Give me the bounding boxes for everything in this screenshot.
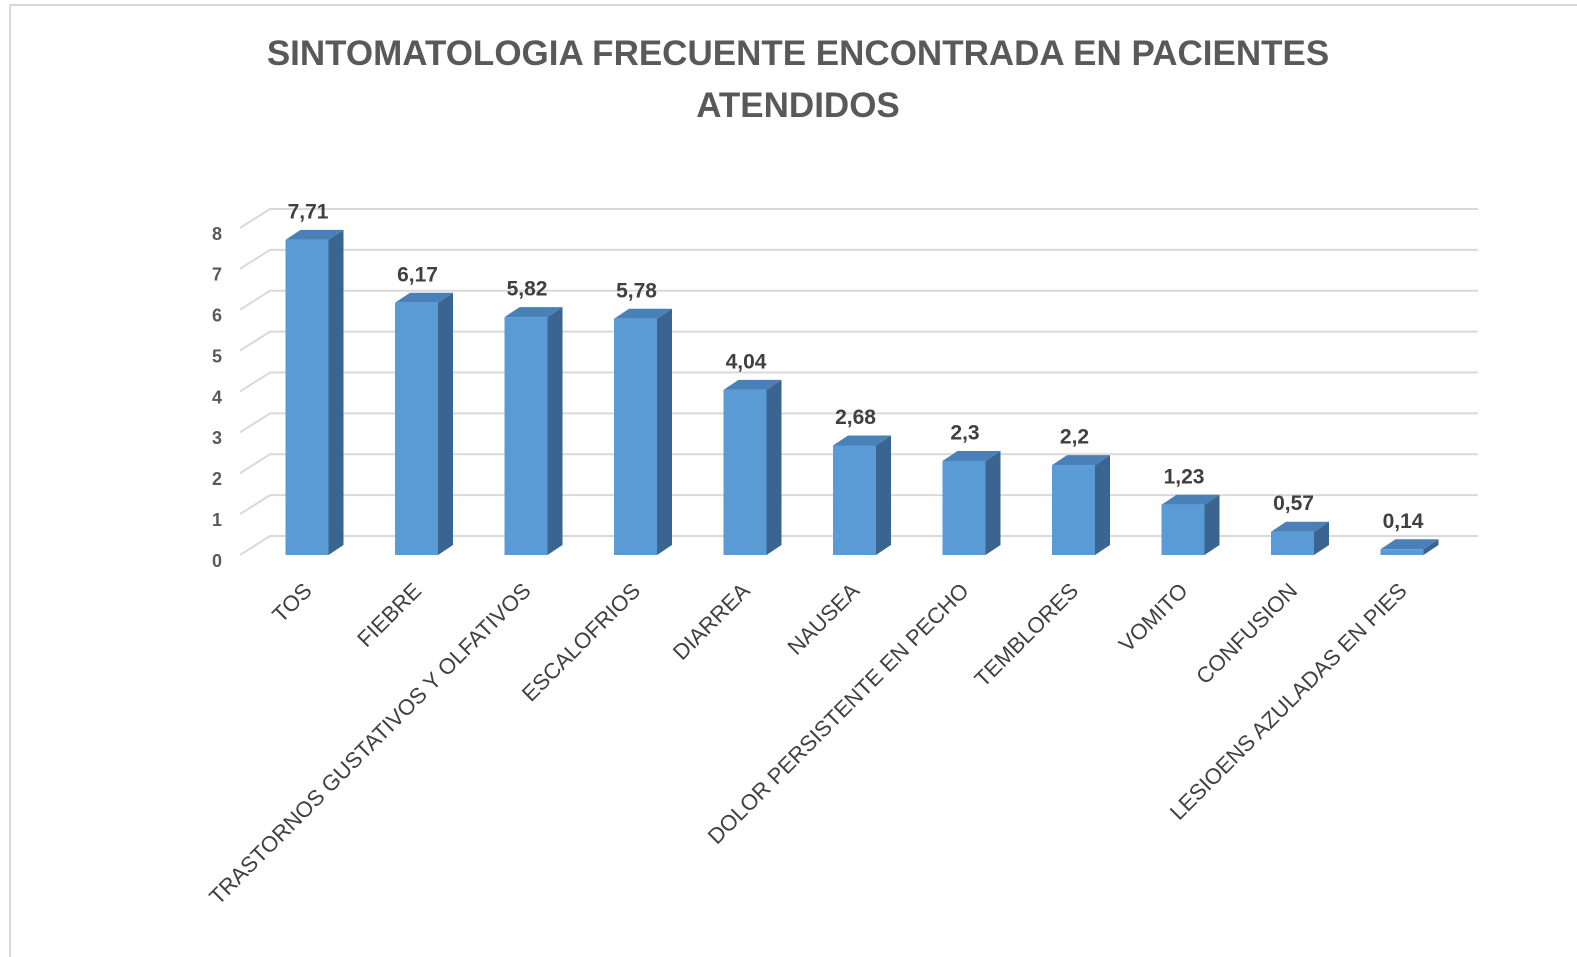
bar-side: [766, 379, 782, 555]
bar-top: [1380, 539, 1439, 550]
value-label: 1,23: [1164, 465, 1205, 488]
y-tick-label: 2: [212, 469, 222, 489]
x-tick-label: NAUSEA: [782, 578, 864, 660]
bar-top: [942, 450, 1001, 461]
bar: [614, 318, 657, 555]
bar-side: [876, 435, 891, 555]
bar-side: [438, 292, 453, 555]
value-label: 7,71: [288, 200, 329, 223]
bar: [1161, 504, 1205, 555]
y-tick-label: 3: [212, 428, 222, 448]
value-label: 4,04: [726, 350, 767, 373]
x-tick-label: DIARREA: [668, 578, 755, 665]
y-tick-label: 1: [212, 510, 222, 530]
bar-side: [1423, 539, 1439, 555]
value-label: 5,82: [507, 278, 548, 301]
bar: [942, 460, 986, 555]
y-tick-label: 8: [212, 224, 222, 244]
bar: [285, 239, 329, 555]
bar: [1271, 531, 1314, 555]
bar: [723, 389, 767, 555]
x-tick-label: LESIOENS AZULADAS EN PIES: [1165, 578, 1412, 825]
value-label: 0,57: [1273, 492, 1314, 515]
bar-top: [723, 379, 782, 390]
bar: [395, 302, 438, 555]
x-tick-label: TOS: [267, 578, 316, 627]
bar-top: [614, 308, 672, 319]
bar-side: [985, 450, 1001, 555]
bar-side: [547, 307, 563, 555]
bar: [833, 445, 876, 555]
x-tick-label: CONFUSION: [1191, 578, 1302, 689]
bar-top: [833, 435, 891, 446]
value-label: 0,14: [1383, 510, 1424, 533]
bar-side: [1204, 494, 1220, 555]
y-tick-label: 4: [212, 387, 222, 407]
bar: [504, 317, 548, 555]
x-tick-label: FIEBRE: [352, 578, 426, 652]
x-tick-label: VOMITO: [1114, 578, 1193, 657]
y-tick-label: 6: [212, 306, 222, 326]
bar-top: [285, 229, 344, 240]
value-label: 5,78: [616, 279, 657, 302]
grid-line: [239, 248, 1478, 270]
grid-line: [239, 453, 1478, 475]
value-label: 2,2: [1060, 426, 1089, 449]
x-tick-label: ESCALOFRIOS: [517, 578, 645, 706]
bar-top: [1161, 494, 1220, 505]
bar-side: [1095, 455, 1110, 555]
value-label: 2,3: [950, 422, 979, 445]
chart-border: [9, 4, 1577, 957]
grid-line: [239, 371, 1478, 393]
grid-line: [239, 289, 1478, 311]
bar: [1052, 465, 1095, 555]
bar-side: [657, 308, 672, 555]
chart-title: SINTOMATOLOGIA FRECUENTE ENCONTRADA EN P…: [266, 34, 1330, 125]
bar-top: [1271, 521, 1329, 532]
bar-top: [504, 307, 563, 318]
bar-side: [1314, 521, 1329, 555]
bar-top: [395, 292, 453, 303]
value-label: 2,68: [835, 406, 876, 429]
bar: [1380, 549, 1424, 555]
value-label: 6,17: [397, 263, 438, 286]
y-tick-label: 0: [212, 551, 222, 571]
grid-line: [239, 412, 1478, 434]
bar-top: [1052, 455, 1110, 466]
grid-line: [239, 208, 1478, 229]
grid-line: [239, 330, 1478, 352]
x-tick-label: TEMBLORES: [970, 578, 1084, 692]
bar-side: [328, 229, 344, 555]
y-tick-label: 5: [212, 346, 222, 366]
y-tick-label: 7: [212, 265, 222, 285]
